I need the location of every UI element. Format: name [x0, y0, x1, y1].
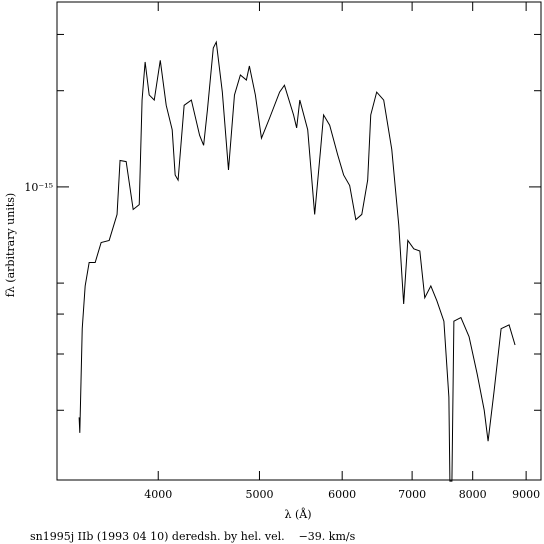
x-axis-label: λ (Å) [285, 507, 312, 521]
x-tick-label: 6000 [328, 488, 356, 501]
plot-frame [56, 1, 542, 481]
x-tick-label: 4000 [144, 488, 172, 501]
x-tick-label: 7000 [398, 488, 426, 501]
spectrum-line [78, 40, 516, 482]
y-axis-label: fλ (arbitrary units) [4, 193, 17, 297]
y-tick-label: 10⁻¹⁵ [24, 181, 53, 194]
x-tick-label: 9000 [512, 488, 540, 501]
x-tick-label: 5000 [245, 488, 273, 501]
caption: sn1995j IIb (1993 04 10) deredsh. by hel… [30, 530, 356, 543]
x-tick-label: 8000 [459, 488, 487, 501]
